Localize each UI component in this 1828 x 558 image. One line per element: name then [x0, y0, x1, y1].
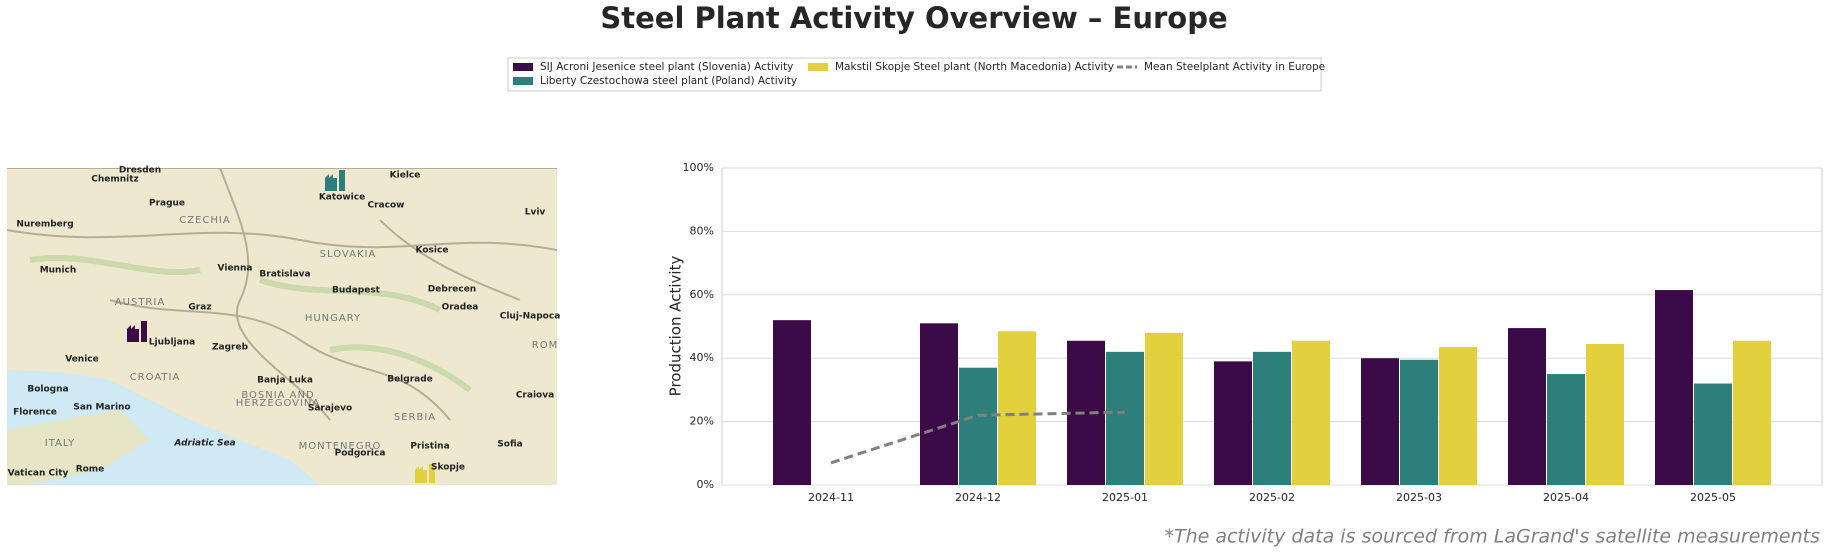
- chart-title: Steel Plant Activity Overview – Europe: [600, 1, 1227, 35]
- map-label: Podgorica: [335, 449, 386, 459]
- legend-swatch: [513, 63, 533, 71]
- map-borders: [7, 168, 557, 421]
- y-tick-label: 60%: [690, 288, 714, 301]
- map-label: Sofia: [497, 440, 522, 450]
- legend-swatch: [808, 63, 828, 71]
- bar: [1508, 328, 1546, 485]
- y-tick-label: 80%: [690, 224, 714, 237]
- legend-label: SIJ Acroni Jesenice steel plant (Sloveni…: [540, 61, 793, 73]
- map-label: SERBIA: [394, 412, 436, 423]
- bar: [920, 323, 958, 485]
- bar: [1106, 351, 1144, 485]
- plant-icon: [127, 321, 147, 342]
- legend-label: Makstil Skopje Steel plant (North Macedo…: [835, 61, 1114, 73]
- bar: [1547, 374, 1585, 485]
- map-label: CROATIA: [130, 372, 181, 383]
- bar: [1733, 340, 1771, 485]
- x-tick-label: 2025-05: [1690, 491, 1736, 504]
- map-label: Kielce: [390, 171, 421, 181]
- map-label: Oradea: [442, 303, 479, 313]
- map-label: Belgrade: [387, 375, 433, 385]
- map-label: Katowice: [319, 193, 365, 203]
- map-label: MONTENEGRO: [299, 441, 382, 452]
- map-label: Rome: [76, 465, 105, 475]
- bar: [1439, 347, 1477, 485]
- x-tick-label: 2024-11: [808, 491, 854, 504]
- map-label: Chemnitz: [91, 175, 139, 185]
- map-label: HUNGARY: [305, 313, 361, 324]
- map-label: Sarajevo: [308, 404, 352, 414]
- map-label: Pristina: [410, 442, 449, 452]
- map-label: Adriatic Sea: [173, 439, 235, 449]
- map-label: ITALY: [45, 438, 75, 449]
- bar: [1586, 343, 1624, 485]
- y-tick-label: 0%: [697, 478, 714, 491]
- bar: [773, 320, 811, 485]
- map-label: SLOVAKIA: [320, 249, 377, 260]
- map-label: Craiova: [516, 391, 554, 401]
- bar: [1655, 290, 1693, 485]
- legend-box: [507, 57, 1322, 92]
- map-label: Bologna: [27, 385, 68, 395]
- legend-label: Liberty Czestochowa steel plant (Poland)…: [540, 75, 797, 87]
- bar: [1067, 340, 1105, 485]
- map-label: Vienna: [218, 264, 253, 274]
- map-label: Nuremberg: [16, 220, 73, 230]
- y-tick-label: 20%: [690, 415, 714, 428]
- x-tick-label: 2025-01: [1102, 491, 1148, 504]
- map-label: Prague: [149, 199, 185, 209]
- legend-label: Mean Steelplant Activity in Europe: [1144, 61, 1325, 73]
- x-tick-label: 2025-03: [1396, 491, 1442, 504]
- map-label: AUSTRIA: [115, 297, 165, 308]
- map-label: Bratislava: [259, 270, 310, 280]
- map-label: Banja Luka: [257, 376, 313, 386]
- bar: [1694, 383, 1732, 485]
- map-label: Cluj-Napoca: [500, 312, 561, 322]
- map-label: CZECHIA: [179, 215, 230, 226]
- footnote: *The activity data is sourced from LaGra…: [1164, 526, 1820, 548]
- map-label: Graz: [188, 303, 211, 313]
- bar: [1253, 351, 1291, 485]
- map-land-italy: [7, 410, 150, 485]
- legend-swatch: [513, 77, 533, 85]
- plant-icon: [415, 464, 435, 483]
- x-tick-label: 2024-12: [955, 491, 1001, 504]
- map-label: Venice: [65, 355, 99, 365]
- bar: [1292, 340, 1330, 485]
- map-label: Zagreb: [212, 343, 249, 353]
- map-label: HERZEGOVINA: [236, 398, 321, 409]
- map-label: Debrecen: [428, 285, 476, 295]
- map-label: Vatican City: [8, 469, 69, 479]
- map-label: Ljubljana: [149, 338, 195, 348]
- x-tick-label: 2025-04: [1543, 491, 1589, 504]
- y-tick-label: 100%: [683, 161, 714, 174]
- bar: [1214, 361, 1252, 485]
- map-terrain: [29, 254, 472, 393]
- map-label: BOSNIA AND: [241, 390, 314, 401]
- map-label: Kosice: [416, 246, 449, 256]
- map-label: Munich: [40, 266, 77, 276]
- map-label: Florence: [13, 408, 57, 418]
- map-label: ROM: [532, 340, 558, 351]
- x-tick-label: 2025-02: [1249, 491, 1295, 504]
- map-label: Dresden: [119, 166, 161, 176]
- map-label: Lviv: [525, 208, 546, 218]
- bar: [1145, 332, 1183, 485]
- bar: [998, 331, 1036, 485]
- y-tick-label: 40%: [690, 351, 714, 364]
- map-label: San Marino: [73, 403, 130, 413]
- y-axis-label: Production Activity: [667, 256, 685, 397]
- map-label: Skopje: [431, 463, 465, 473]
- mean-line: [830, 410, 1126, 465]
- bar: [1361, 358, 1399, 485]
- bar: [959, 367, 997, 485]
- plant-icon: [325, 170, 345, 191]
- map-label: Cracow: [368, 201, 405, 211]
- map-label: Budapest: [332, 286, 381, 296]
- bar: [1400, 359, 1438, 485]
